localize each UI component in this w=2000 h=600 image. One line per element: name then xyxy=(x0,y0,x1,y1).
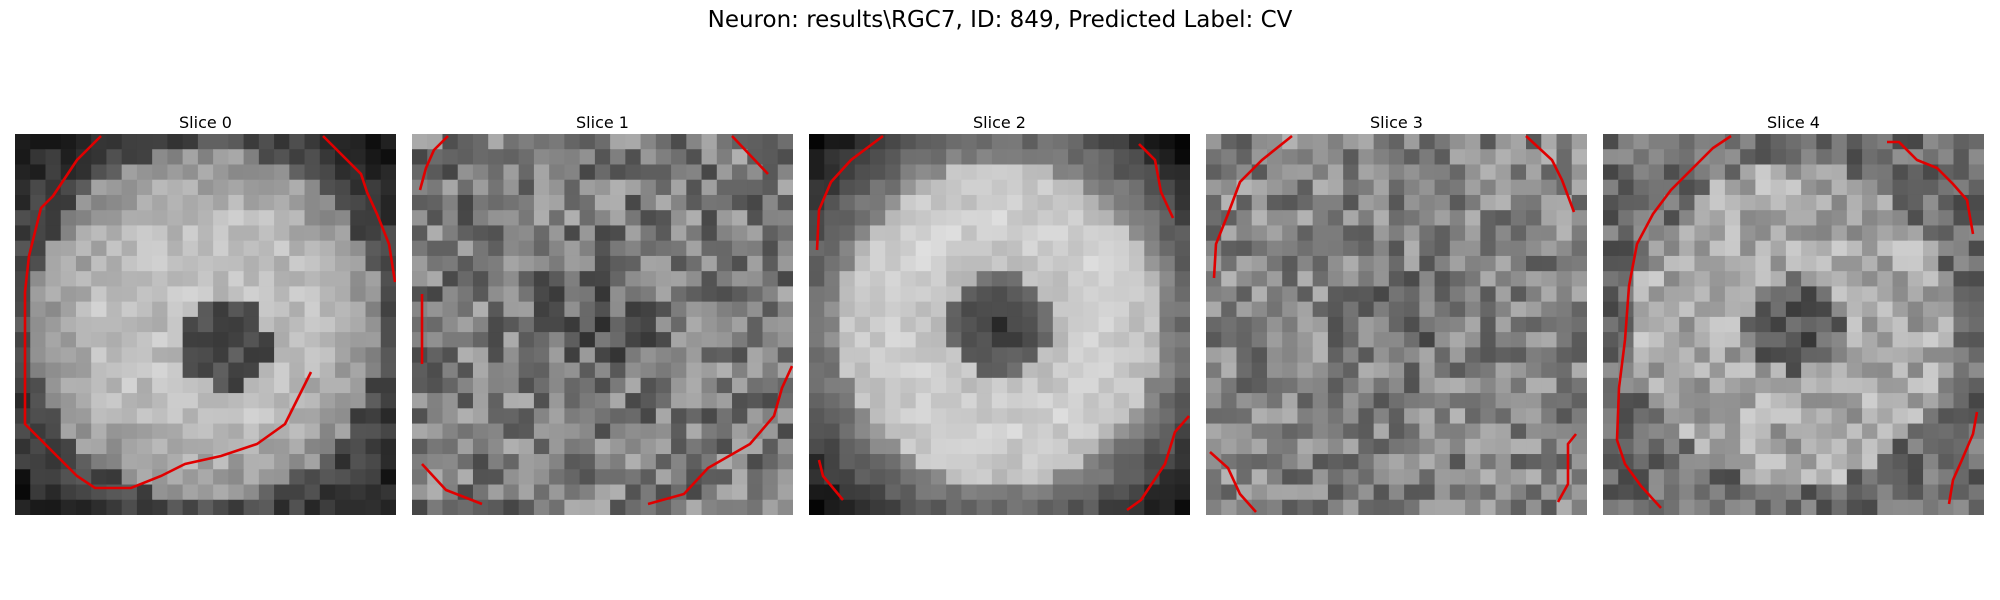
roi-outline-1e xyxy=(647,365,793,506)
roi-outline-2a xyxy=(815,134,884,251)
roi-outline-4c xyxy=(1947,411,1979,505)
roi-outline-3c xyxy=(1209,451,1257,513)
slice-4-pixels xyxy=(1603,134,1984,515)
roi-outline-0 xyxy=(23,135,313,490)
slice-2-pixels xyxy=(809,134,1190,515)
slice-0-svg xyxy=(15,134,396,515)
slice-panel-4: Slice 4 xyxy=(1603,112,1984,515)
slice-panel-3: Slice 3 xyxy=(1206,112,1587,515)
slice-1-pixels xyxy=(412,134,793,515)
slice-panel-2: Slice 2 xyxy=(809,112,1190,515)
slice-4-svg xyxy=(1603,134,1984,515)
roi-outline-2c xyxy=(817,459,844,501)
slice-panel-1: Slice 1 xyxy=(412,112,793,515)
slice-3-svg xyxy=(1206,134,1587,515)
slice-image-4 xyxy=(1603,134,1984,515)
roi-outline-1c xyxy=(421,463,483,506)
roi-outline-4a xyxy=(1615,134,1732,509)
roi-outline-4b xyxy=(1887,140,1975,235)
slice-title-1: Slice 1 xyxy=(576,113,629,132)
slice-image-3 xyxy=(1206,134,1587,515)
roi-outline-3b xyxy=(1525,135,1576,213)
roi-outline-1a xyxy=(418,135,449,191)
slice-image-1 xyxy=(412,134,793,515)
roi-outline-1d xyxy=(731,135,769,175)
slice-image-0 xyxy=(15,134,396,515)
slice-title-2: Slice 2 xyxy=(973,113,1026,132)
slice-1-svg xyxy=(412,134,793,515)
roi-outline-3a xyxy=(1212,134,1293,279)
slice-image-2 xyxy=(809,134,1190,515)
roi-outline-2d xyxy=(1126,415,1190,512)
roi-outline-0b xyxy=(322,135,396,283)
slice-panel-0: Slice 0 xyxy=(15,112,396,515)
roi-outline-2b xyxy=(1138,143,1175,219)
slice-2-svg xyxy=(809,134,1190,515)
slice-title-4: Slice 4 xyxy=(1767,113,1820,132)
slice-title-3: Slice 3 xyxy=(1370,113,1423,132)
slice-3-pixels xyxy=(1206,134,1587,515)
figure-title: Neuron: results\RGC7, ID: 849, Predicted… xyxy=(707,7,1293,33)
slice-title-0: Slice 0 xyxy=(179,113,232,132)
slice-0-pixels xyxy=(15,134,396,515)
roi-outline-3d xyxy=(1556,433,1578,503)
